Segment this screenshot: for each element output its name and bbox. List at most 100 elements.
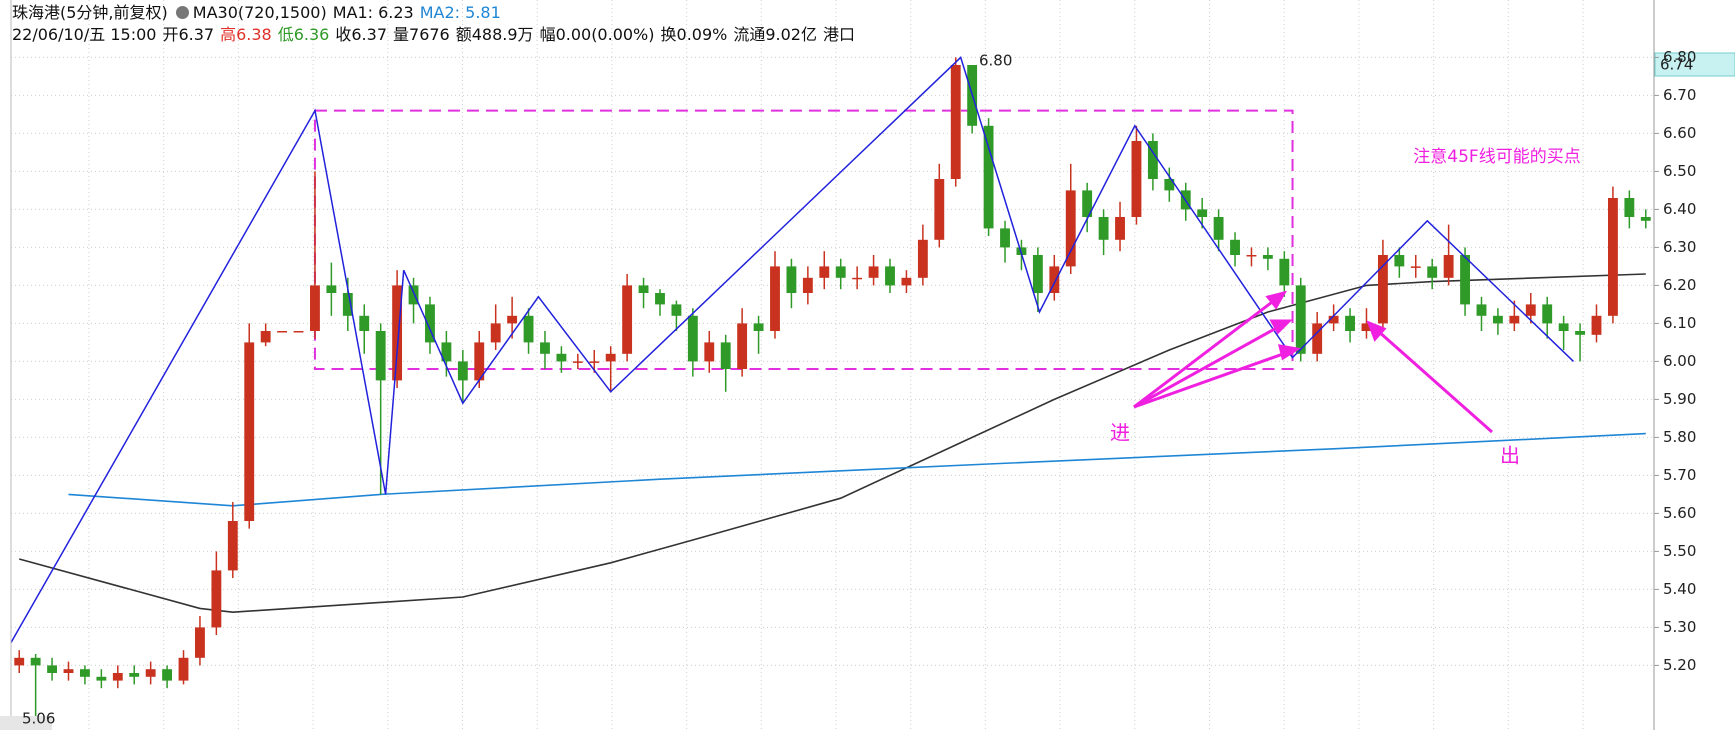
candle-body [1575,331,1585,335]
candle-body [540,342,550,354]
candle-body [1049,266,1060,293]
info-item: 22/06/10/五 15:00 [12,25,157,44]
candle-body [375,331,386,381]
y-tick-label: 6.10 [1663,314,1696,332]
candle-body [1230,239,1240,255]
candle-body [14,657,25,666]
candle-body [1345,315,1355,331]
arrow [1368,321,1493,434]
low-annotation: 5.06 [22,710,55,728]
y-tick-label: 6.30 [1663,238,1696,256]
peak-annotation: 6.80 [979,52,1012,70]
candle-body [819,266,830,278]
candle-body [1492,315,1503,324]
candle-body [1542,304,1553,324]
candle-body [1098,217,1109,240]
candle-body [178,657,189,681]
arrow-head [1277,344,1302,361]
candle-body [145,669,156,677]
info-item: 量7676 [393,25,450,44]
candle-body [523,315,534,343]
candle-body [1213,217,1224,240]
candle-body [737,323,748,369]
candle-body [441,342,452,362]
candle-body [1065,190,1076,267]
candle-body [1460,255,1470,305]
candle-body [457,361,468,381]
note-annotation: 注意45F线可能的买点 [1413,147,1580,167]
signal-arrows [1133,290,1493,434]
candle-body [1082,190,1093,217]
candle-body [655,293,665,305]
legend-entry: MA1: 6.23 [332,3,414,22]
y-tick-label: 5.80 [1663,428,1696,446]
info-item: 额488.9万 [455,25,534,44]
candle-body [1476,304,1487,316]
candle-body [408,285,419,305]
candle-body [30,657,41,666]
info-item: 幅0.00(0.00%) [539,25,655,44]
info-item: 低6.36 [277,25,330,44]
candle-body [704,342,715,362]
arrow-head [1366,320,1387,342]
candle-body [1246,255,1257,257]
icon[interactable] [175,6,189,19]
candle-body [1312,323,1323,354]
ma-line [18,273,1646,614]
info-item: 流通9.02亿 [733,25,817,44]
candle-body [260,331,271,343]
candle-body [162,669,173,681]
y-tick-label: 5.20 [1663,656,1696,674]
candle-body [1262,255,1273,259]
candle-body [852,277,863,280]
y-tick-label: 5.90 [1663,390,1696,408]
header-line: 珠海港(5分钟,前复权) MA30(720,1500) MA1: 6.23 MA2: … [12,2,861,24]
y-tick-label: 5.50 [1663,542,1696,560]
candle-body [720,342,731,369]
candle-body [129,673,140,677]
candle-body [1377,255,1388,324]
candle-body [835,266,846,278]
candle-body [310,285,320,331]
arrow [1133,319,1290,409]
candle-body [687,315,698,362]
last-price-box [1654,52,1735,77]
arrow [1133,347,1298,409]
candle-body [277,331,288,333]
candle-body [1591,315,1602,335]
info-item: 港口 [823,25,856,44]
info-item: 收6.37 [335,25,388,44]
y-tick-label: 5.30 [1663,618,1696,636]
candle-body [211,570,222,628]
y-tick-label: 5.70 [1663,466,1696,484]
candle-body [1131,141,1142,217]
candle-body [770,266,780,331]
candle-body [96,676,107,681]
info-item: 高6.38 [220,25,272,44]
candle-body [572,361,583,363]
candle-body [1640,217,1651,221]
candle-body [638,285,649,293]
y-tick-label: 6.70 [1663,86,1696,104]
candle-body [1164,179,1175,191]
candle-body [227,521,238,571]
candle-body [1032,255,1043,293]
candle-body [392,285,403,381]
candle-body [1607,198,1618,316]
corner-box [0,716,52,730]
indicator: MA30(720,1500) [192,3,327,22]
candle-body [1624,198,1635,217]
last-price: 6.74 [1660,56,1693,74]
candle-body [1443,255,1454,278]
candle-body [1328,315,1339,324]
candle-body [1279,258,1290,286]
candle-body [917,239,928,278]
candle-body [1558,323,1569,331]
header: 珠海港(5分钟,前复权) MA30(720,1500) MA1: 6.23 MA2: … [12,2,861,46]
header-info: 22/06/10/五 15:00 开6.37 高6.38 低6.36 收6.37 量767… [12,24,861,46]
candle-body [507,315,518,324]
candle-body [293,331,304,333]
